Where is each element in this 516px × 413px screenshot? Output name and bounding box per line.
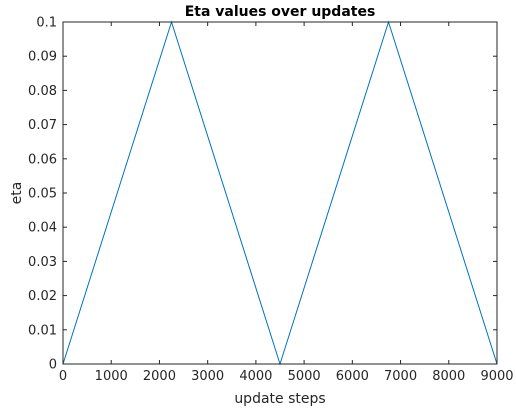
y-tick-label: 0.09 bbox=[28, 50, 57, 65]
y-tick-label: 0.04 bbox=[28, 221, 57, 236]
x-axis-ticks: 0 1000 2000 3000 4000 5000 6000 7000 8000 9000 bbox=[59, 22, 514, 384]
y-tick-label: 0.03 bbox=[28, 255, 57, 270]
y-tick-label: 0.1 bbox=[36, 16, 57, 31]
x-tick-label: 1000 bbox=[95, 369, 128, 384]
x-tick-label: 9000 bbox=[480, 369, 513, 384]
x-tick-label: 6000 bbox=[336, 369, 369, 384]
x-tick-label: 4000 bbox=[239, 369, 272, 384]
y-tick-label: 0 bbox=[49, 358, 57, 373]
y-axis-label: eta bbox=[9, 182, 25, 205]
x-tick-label: 5000 bbox=[288, 369, 321, 384]
chart-title: Eta values over updates bbox=[185, 4, 376, 20]
y-tick-label: 0.05 bbox=[28, 187, 57, 202]
plot-area bbox=[63, 22, 497, 364]
y-tick-label: 0.06 bbox=[28, 152, 57, 167]
x-tick-label: 0 bbox=[59, 369, 67, 384]
x-axis-label: update steps bbox=[234, 391, 325, 407]
x-tick-label: 8000 bbox=[432, 369, 465, 384]
plot-frame bbox=[62, 21, 498, 365]
y-tick-label: 0.01 bbox=[28, 323, 57, 338]
x-tick-label: 7000 bbox=[384, 369, 417, 384]
y-axis-ticks: 0 0.01 0.02 0.03 0.04 0.05 0.06 0.07 0.08 0.09 0.1 bbox=[28, 16, 497, 373]
x-tick-label: 3000 bbox=[191, 369, 224, 384]
x-tick-label: 2000 bbox=[143, 369, 176, 384]
y-tick-label: 0.02 bbox=[28, 289, 57, 304]
y-tick-label: 0.07 bbox=[28, 118, 57, 133]
y-tick-label: 0.08 bbox=[28, 84, 57, 99]
